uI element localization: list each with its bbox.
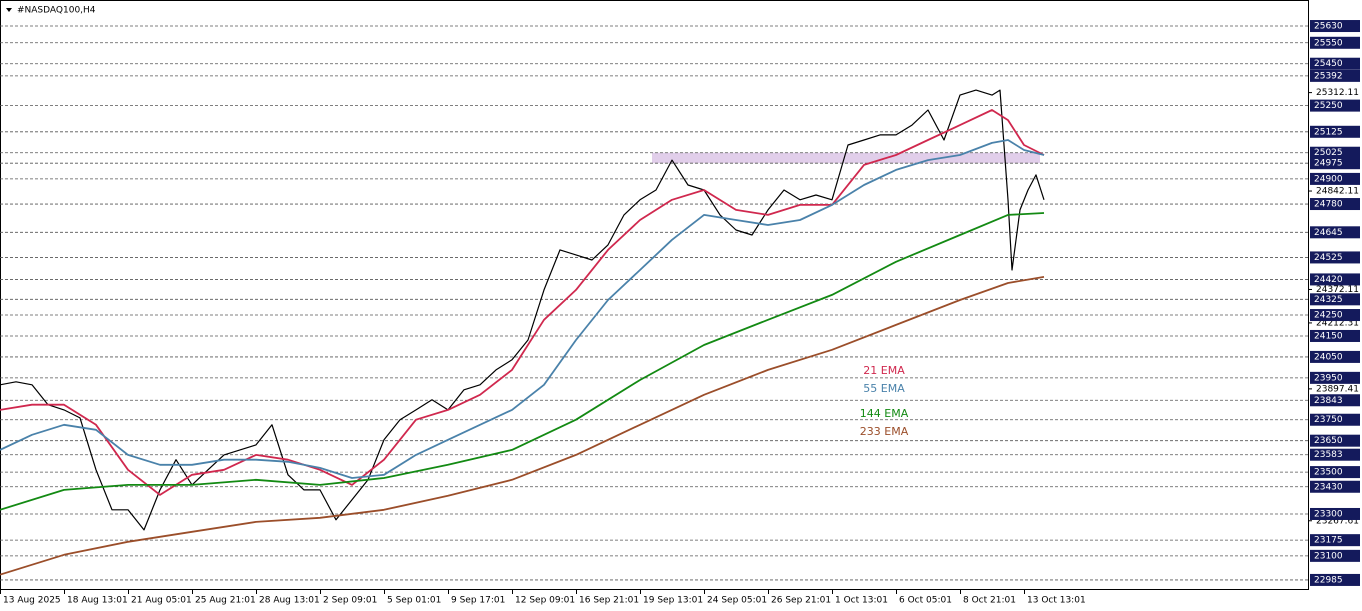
level-label: 24525 (1314, 253, 1343, 263)
x-tick-label: 2 Sep 09:01 (323, 596, 377, 606)
level-box (1310, 394, 1360, 407)
level-label: 24975 (1314, 159, 1343, 169)
x-tick-label: 5 Sep 01:01 (387, 596, 441, 606)
y-tick-label: 24372.11 (1316, 285, 1359, 295)
series-line (0, 89, 1045, 531)
level-box (1310, 507, 1360, 520)
level-box (1310, 20, 1360, 33)
y-tick-label: 23897.41 (1316, 384, 1359, 394)
level-box (1310, 293, 1360, 306)
level-label: 24420 (1314, 275, 1343, 285)
level-box (1310, 226, 1360, 239)
level-label: 25392 (1314, 71, 1343, 81)
level-box (1310, 251, 1360, 264)
level-label: 24900 (1314, 174, 1343, 184)
level-box (1310, 57, 1360, 70)
chart-title: #NASDAQ100,H4 (17, 6, 96, 16)
x-tick-label: 9 Sep 17:01 (451, 596, 505, 606)
x-tick-label: 13 Aug 2025 (3, 596, 61, 606)
level-label: 24325 (1314, 295, 1343, 305)
x-tick-label: 13 Oct 13:01 (1027, 596, 1086, 606)
level-label: 23430 (1314, 482, 1343, 492)
level-box (1310, 273, 1360, 286)
level-box (1310, 329, 1360, 342)
level-label: 23175 (1314, 536, 1343, 546)
x-tick-label: 18 Aug 13:01 (67, 596, 128, 606)
x-tick-label: 24 Sep 05:01 (707, 596, 767, 606)
y-tick-label: 24212.31 (1316, 318, 1359, 328)
level-box (1310, 371, 1360, 384)
series-line (0, 276, 1045, 576)
x-tick-label: 8 Oct 21:01 (963, 596, 1016, 606)
level-label: 24150 (1314, 331, 1343, 341)
annotation: 233 EMA (860, 425, 909, 438)
level-label: 23300 (1314, 509, 1343, 519)
level-label: 23500 (1314, 468, 1343, 478)
level-label: 23100 (1314, 551, 1343, 561)
x-tick-label: 26 Sep 21:01 (771, 596, 831, 606)
x-tick-label: 6 Oct 05:01 (899, 596, 952, 606)
level-box (1310, 350, 1360, 363)
level-label: 25450 (1314, 59, 1343, 69)
level-label: 24780 (1314, 200, 1343, 210)
x-tick-label: 28 Aug 13:01 (259, 596, 320, 606)
level-label: 22985 (1314, 575, 1343, 585)
level-label: 25025 (1314, 148, 1343, 158)
x-tick-label: 21 Aug 05:01 (131, 596, 192, 606)
zone (652, 152, 1040, 164)
annotation: 144 EMA (860, 407, 909, 420)
level-box (1310, 69, 1360, 82)
level-label: 25250 (1314, 101, 1343, 111)
y-tick-label: 23267.61 (1316, 516, 1359, 526)
series-line (0, 109, 1045, 496)
level-label: 25550 (1314, 38, 1343, 48)
x-tick-label: 12 Sep 09:01 (515, 596, 575, 606)
level-label: 23750 (1314, 415, 1343, 425)
level-box (1310, 549, 1360, 562)
level-box (1310, 198, 1360, 211)
level-label: 23650 (1314, 436, 1343, 446)
level-box (1310, 466, 1360, 479)
y-tick-label: 25312.11 (1316, 88, 1359, 98)
level-box (1310, 413, 1360, 426)
level-label: 24050 (1314, 352, 1343, 362)
menu-arrow[interactable] (6, 8, 12, 12)
plot-frame (0, 0, 1309, 590)
level-label: 24645 (1314, 228, 1343, 238)
level-box (1310, 99, 1360, 112)
annotation: 21 EMA (863, 364, 905, 377)
level-box (1310, 172, 1360, 185)
level-box (1310, 125, 1360, 138)
level-box (1310, 534, 1360, 547)
level-box (1310, 573, 1360, 586)
level-box (1310, 157, 1360, 170)
level-label: 23950 (1314, 373, 1343, 383)
annotation: 55 EMA (863, 382, 905, 395)
y-tick-label: 24842.11 (1316, 187, 1359, 197)
level-label: 23583 (1314, 450, 1343, 460)
x-tick-label: 1 Oct 13:01 (835, 596, 888, 606)
level-box (1310, 309, 1360, 322)
x-tick-label: 25 Aug 21:01 (195, 596, 256, 606)
level-label: 25630 (1314, 22, 1343, 32)
series-line (0, 212, 1045, 511)
level-box (1310, 146, 1360, 159)
level-label: 23843 (1314, 396, 1343, 406)
level-box (1310, 434, 1360, 447)
level-box (1310, 448, 1360, 461)
level-box (1310, 480, 1360, 493)
level-box (1310, 36, 1360, 49)
series-line (0, 139, 1045, 479)
level-label: 24250 (1314, 311, 1343, 321)
x-tick-label: 19 Sep 13:01 (643, 596, 703, 606)
x-tick-label: 16 Sep 21:01 (579, 596, 639, 606)
level-label: 25125 (1314, 127, 1343, 137)
